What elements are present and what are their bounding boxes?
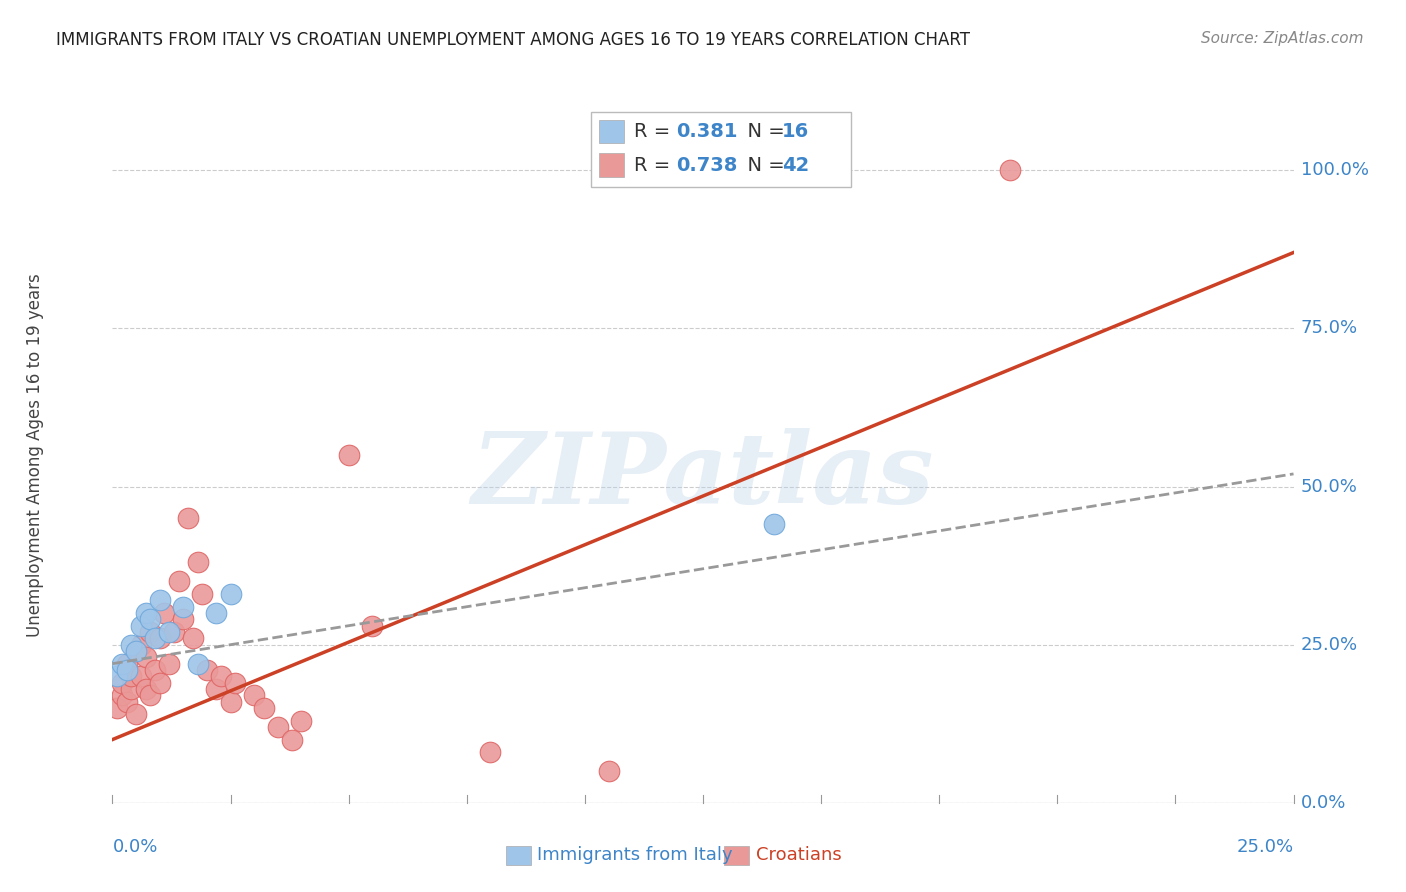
Point	[120, 669, 142, 683]
Point	[267, 720, 290, 734]
Text: R =: R =	[634, 121, 676, 141]
Point	[105, 669, 128, 683]
Point	[281, 732, 304, 747]
Text: 25.0%: 25.0%	[1301, 636, 1358, 654]
Point	[163, 625, 186, 640]
Text: 0.0%: 0.0%	[1301, 794, 1346, 812]
Point	[125, 644, 148, 658]
Point	[205, 681, 228, 696]
Point	[157, 625, 180, 640]
Point	[219, 587, 242, 601]
Text: Unemployment Among Ages 16 to 19 years: Unemployment Among Ages 16 to 19 years	[27, 273, 44, 637]
Text: 0.381: 0.381	[676, 121, 738, 141]
Point	[167, 574, 190, 589]
Point	[120, 638, 142, 652]
Point	[337, 448, 360, 462]
Point	[115, 663, 138, 677]
Point	[149, 675, 172, 690]
Point	[135, 606, 157, 620]
Text: 25.0%: 25.0%	[1236, 838, 1294, 856]
Point	[105, 701, 128, 715]
Point	[129, 669, 152, 683]
Point	[598, 764, 620, 779]
Text: ZIPatlas: ZIPatlas	[472, 427, 934, 524]
Text: Source: ZipAtlas.com: Source: ZipAtlas.com	[1201, 31, 1364, 46]
Text: 0.738: 0.738	[676, 155, 738, 175]
Point	[186, 657, 208, 671]
Point	[177, 511, 200, 525]
Point	[361, 618, 384, 632]
Point	[139, 688, 162, 702]
Text: R =: R =	[634, 155, 676, 175]
Point	[111, 657, 134, 671]
Text: IMMIGRANTS FROM ITALY VS CROATIAN UNEMPLOYMENT AMONG AGES 16 TO 19 YEARS CORRELA: IMMIGRANTS FROM ITALY VS CROATIAN UNEMPL…	[56, 31, 970, 49]
Point	[135, 650, 157, 665]
Point	[149, 593, 172, 607]
Point	[253, 701, 276, 715]
Text: Croatians: Croatians	[756, 846, 842, 863]
Text: N =: N =	[735, 155, 792, 175]
Point	[479, 745, 502, 759]
Point	[129, 618, 152, 632]
Point	[143, 632, 166, 646]
Point	[172, 599, 194, 614]
Point	[143, 663, 166, 677]
Point	[219, 695, 242, 709]
Text: 75.0%: 75.0%	[1301, 319, 1358, 337]
Point	[998, 163, 1021, 178]
Text: 0.0%: 0.0%	[112, 838, 157, 856]
Point	[195, 663, 218, 677]
Point	[115, 695, 138, 709]
Text: 50.0%: 50.0%	[1301, 477, 1357, 496]
Point	[186, 556, 208, 570]
Point	[243, 688, 266, 702]
Point	[205, 606, 228, 620]
Point	[125, 707, 148, 722]
Point	[111, 688, 134, 702]
Point	[157, 657, 180, 671]
Point	[181, 632, 204, 646]
Text: 16: 16	[782, 121, 808, 141]
Point	[139, 625, 162, 640]
Point	[153, 606, 176, 620]
Point	[139, 612, 162, 626]
Point	[762, 517, 785, 532]
Point	[172, 612, 194, 626]
Point	[111, 675, 134, 690]
Point	[209, 669, 232, 683]
Text: 42: 42	[782, 155, 808, 175]
Point	[191, 587, 214, 601]
Point	[125, 644, 148, 658]
Point	[129, 638, 152, 652]
Text: N =: N =	[735, 121, 792, 141]
Point	[224, 675, 246, 690]
Point	[115, 657, 138, 671]
Point	[120, 681, 142, 696]
Point	[149, 632, 172, 646]
Text: Immigrants from Italy: Immigrants from Italy	[537, 846, 733, 863]
Point	[290, 714, 312, 728]
Point	[135, 681, 157, 696]
Text: 100.0%: 100.0%	[1301, 161, 1368, 179]
